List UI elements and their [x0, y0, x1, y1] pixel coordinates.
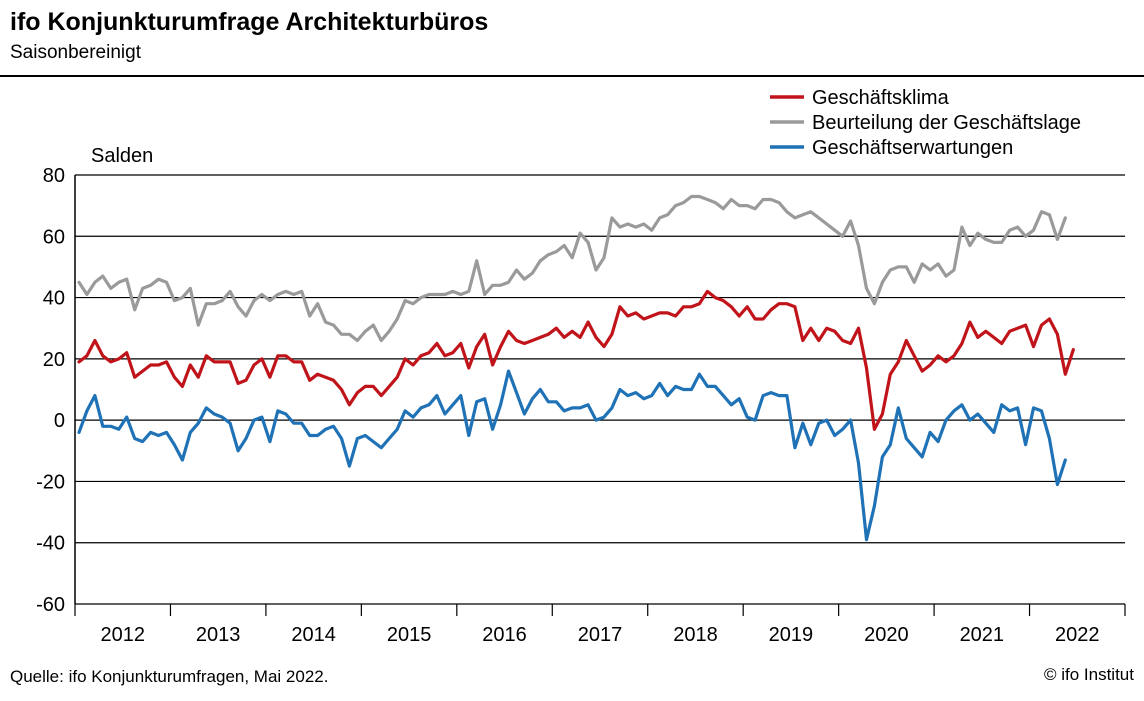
x-tick-label: 2021: [960, 624, 1005, 646]
y-tick-label: -40: [36, 533, 65, 555]
header-divider: [0, 75, 1144, 77]
x-tick-label: 2015: [387, 624, 432, 646]
legend-label: Geschäftsklima: [812, 87, 950, 109]
x-tick-label: 2012: [100, 624, 145, 646]
y-tick-label: 0: [54, 410, 65, 432]
series-line-0: [77, 289, 1075, 431]
legend-label: Beurteilung der Geschäftslage: [812, 112, 1081, 134]
y-tick-label: -20: [36, 471, 65, 493]
x-tick-label: 2020: [864, 624, 909, 646]
series-line-2: [77, 369, 1067, 542]
y-tick-label: 20: [43, 349, 65, 371]
legend-label: Geschäftserwartungen: [812, 137, 1013, 159]
source-note: Quelle: ifo Konjunkturumfragen, Mai 2022…: [10, 667, 329, 686]
x-tick-label: 2018: [673, 624, 718, 646]
x-tick-label: 2019: [769, 624, 814, 646]
x-tick-label: 2014: [291, 624, 336, 646]
legend: Geschäftsklima Beurteilung der Geschäftsl…: [770, 87, 1081, 159]
y-tick-label: -60: [36, 594, 65, 616]
x-tick-label: 2017: [578, 624, 623, 646]
chart-subtitle: Saisonbereinigt: [10, 42, 141, 63]
x-tick-label: 2022: [1055, 624, 1100, 646]
axes: -60 -40 -20 0 20 40 60 80 2012 2013 2014 2015 2016 20…: [36, 165, 1126, 646]
y-tick-label: 60: [43, 226, 65, 248]
x-tick-label: 2016: [482, 624, 527, 646]
series-line-1: [77, 194, 1067, 343]
y-axis-label: Salden: [91, 145, 153, 167]
y-tick-label: 80: [43, 165, 65, 187]
y-tick-label: 40: [43, 288, 65, 310]
x-tick-label: 2013: [196, 624, 241, 646]
series-lines: [77, 194, 1075, 542]
chart-title: ifo Konjunkturumfrage Architekturbüros: [10, 8, 489, 36]
copyright-note: © ifo Institut: [1043, 665, 1134, 684]
